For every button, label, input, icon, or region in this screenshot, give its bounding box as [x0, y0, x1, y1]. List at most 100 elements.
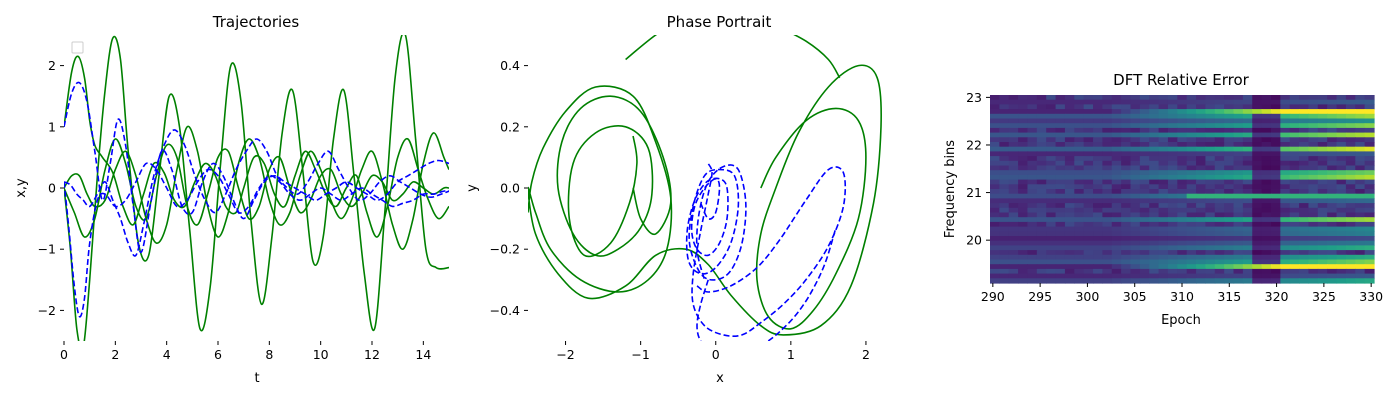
heatmap-cell — [1093, 160, 1103, 167]
heatmap-cell — [1167, 184, 1178, 190]
heatmap-cell — [1064, 123, 1075, 129]
heatmap-cell — [1261, 165, 1272, 171]
heatmap-cell — [1167, 99, 1178, 105]
x-tick-label: 14 — [415, 347, 431, 362]
heatmap-cell — [1111, 259, 1122, 265]
heatmap-cell — [1083, 221, 1094, 228]
heatmap-cell — [1102, 170, 1113, 176]
heatmap-cell — [1158, 240, 1169, 246]
heatmap-cell — [1308, 174, 1319, 181]
heatmap-cell — [1027, 165, 1038, 171]
heatmap-cell — [1036, 268, 1047, 275]
heatmap-cell — [1299, 259, 1310, 265]
heatmap-cell — [1149, 118, 1160, 124]
heatmap-cell — [1139, 160, 1150, 167]
heatmap-cell — [1111, 212, 1122, 218]
heatmap-cell — [1008, 264, 1019, 270]
heatmap-cell — [1139, 245, 1150, 251]
heatmap-cell — [1355, 123, 1366, 129]
heatmap-cell — [1027, 132, 1038, 138]
heatmap-cell — [1224, 170, 1235, 176]
heatmap-cell — [1167, 254, 1178, 261]
heatmap-cell — [1121, 104, 1132, 110]
heatmap-cell — [1055, 142, 1066, 148]
heatmap-cell — [1299, 142, 1310, 148]
heatmap-cell — [1214, 179, 1225, 185]
heatmap-cell — [1364, 146, 1375, 152]
heatmap-cell — [1139, 165, 1150, 171]
heatmap-cell — [1261, 273, 1272, 279]
heatmap-cell — [1355, 165, 1366, 171]
heatmap-cell — [1186, 226, 1197, 232]
heatmap-cell — [1046, 226, 1057, 232]
heatmap-cell — [1167, 109, 1178, 115]
heatmap-cell — [1336, 165, 1347, 171]
heatmap-cell — [1111, 95, 1122, 101]
heatmap-cell — [999, 113, 1010, 120]
heatmap-cell — [1149, 250, 1160, 256]
heatmap-cell — [1186, 123, 1197, 129]
heatmap-cell — [1083, 245, 1094, 251]
heatmap-cell — [1233, 212, 1244, 218]
heatmap-cell — [1214, 174, 1225, 181]
heatmap-cell — [1027, 240, 1038, 246]
heatmap-cell — [1074, 221, 1085, 228]
heatmap-cell — [1252, 203, 1263, 209]
heatmap-cell — [1327, 179, 1338, 185]
x-tick-label: 10 — [313, 347, 329, 362]
heatmap-cell — [1364, 160, 1375, 167]
heatmap-cell — [1167, 165, 1178, 171]
heatmap-cell — [1083, 165, 1094, 171]
heatmap-cell — [1270, 268, 1281, 275]
heatmap-cell — [1074, 203, 1085, 209]
heatmap-cell — [1224, 151, 1235, 157]
heatmap-cell — [1345, 165, 1356, 171]
heatmap-cell — [1121, 184, 1132, 190]
heatmap-cell — [1224, 278, 1235, 284]
heatmap-cell — [1299, 193, 1310, 199]
heatmap-cell — [1233, 240, 1244, 246]
heatmap-cell — [1214, 160, 1225, 167]
heatmap-cell — [1336, 245, 1347, 251]
heatmap-cell — [1280, 127, 1291, 134]
heatmap-cell — [1111, 254, 1122, 261]
heatmap-cell — [1242, 109, 1253, 115]
heatmap-cell — [1364, 109, 1375, 115]
heatmap-cell — [1177, 99, 1188, 105]
heatmap-cell — [1055, 109, 1066, 115]
heatmap-cell — [1205, 189, 1216, 195]
heatmap-cell — [1270, 193, 1281, 199]
heatmap-cell — [990, 273, 1000, 279]
heatmap-cell — [1102, 264, 1113, 270]
heatmap-cell — [1186, 250, 1197, 256]
heatmap-cell — [1149, 226, 1160, 232]
heatmap-cell — [1074, 165, 1085, 171]
heatmap-cell — [1205, 231, 1216, 237]
heatmap-cell — [1364, 245, 1375, 251]
heatmap-cell — [1121, 132, 1132, 138]
heatmap-cell — [1317, 123, 1328, 129]
heatmap-cell — [1224, 160, 1235, 167]
heatmap-cell — [1355, 207, 1366, 214]
heatmap-cell — [999, 170, 1010, 176]
heatmap-cell — [1289, 207, 1300, 214]
heatmap-cell — [1177, 245, 1188, 251]
heatmap-cell — [1064, 184, 1075, 190]
heatmap-cell — [1074, 193, 1085, 199]
heatmap-cell — [1308, 231, 1319, 237]
heatmap-cell — [1158, 99, 1169, 105]
heatmap-cell — [1270, 217, 1281, 223]
heatmap-cell — [1280, 99, 1291, 105]
heatmap-cell — [1233, 156, 1244, 162]
heatmap-cell — [1139, 132, 1150, 138]
heatmap-cell — [1158, 132, 1169, 138]
heatmap-cell — [1149, 189, 1160, 195]
heatmap-cell — [1214, 146, 1225, 152]
series-line-4 — [64, 138, 449, 238]
heatmap-cell — [1158, 203, 1169, 209]
heatmap-cell — [1055, 254, 1066, 261]
y-tick-label: −0.4 — [490, 303, 520, 318]
heatmap-cell — [1242, 123, 1253, 129]
heatmap-cell — [1252, 184, 1263, 190]
heatmap-cell — [1233, 137, 1244, 143]
